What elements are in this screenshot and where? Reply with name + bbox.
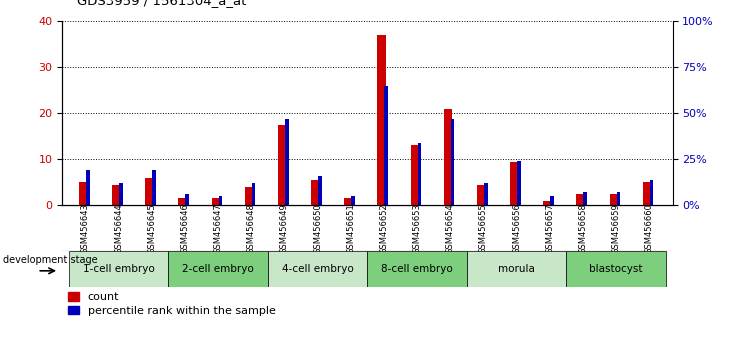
Bar bbox=[517, 161, 520, 205]
Bar bbox=[484, 183, 488, 205]
Bar bbox=[186, 194, 189, 205]
Bar bbox=[79, 182, 87, 205]
Text: GSM456652: GSM456652 bbox=[379, 203, 388, 254]
Text: 8-cell embryo: 8-cell embryo bbox=[381, 264, 453, 274]
Text: GSM456658: GSM456658 bbox=[578, 203, 588, 254]
Bar bbox=[385, 86, 388, 205]
Text: GSM456648: GSM456648 bbox=[247, 203, 256, 254]
Text: GSM456646: GSM456646 bbox=[181, 203, 189, 254]
Bar bbox=[444, 109, 452, 205]
Bar bbox=[451, 119, 455, 205]
Text: GSM456655: GSM456655 bbox=[479, 203, 488, 254]
Bar bbox=[550, 196, 554, 205]
Text: morula: morula bbox=[498, 264, 535, 274]
Text: GSM456644: GSM456644 bbox=[114, 203, 123, 254]
Text: GSM456653: GSM456653 bbox=[412, 203, 422, 254]
Bar bbox=[368, 251, 467, 287]
Bar bbox=[616, 193, 621, 205]
Bar bbox=[567, 251, 666, 287]
Bar bbox=[318, 176, 322, 205]
Text: GSM456647: GSM456647 bbox=[213, 203, 222, 254]
Legend: count, percentile rank within the sample: count, percentile rank within the sample bbox=[68, 292, 276, 316]
Bar bbox=[467, 251, 567, 287]
Bar bbox=[510, 161, 518, 205]
Text: GSM456659: GSM456659 bbox=[612, 203, 621, 254]
Text: 2-cell embryo: 2-cell embryo bbox=[182, 264, 254, 274]
Bar bbox=[417, 143, 421, 205]
Bar bbox=[610, 194, 618, 205]
Text: GSM456643: GSM456643 bbox=[81, 203, 90, 254]
Text: GSM456645: GSM456645 bbox=[147, 203, 156, 254]
Bar bbox=[86, 170, 89, 205]
Bar bbox=[268, 251, 368, 287]
Bar bbox=[219, 196, 222, 205]
Bar bbox=[411, 145, 419, 205]
Bar bbox=[643, 182, 651, 205]
Text: development stage: development stage bbox=[3, 255, 98, 265]
Bar bbox=[168, 251, 268, 287]
Text: GSM456656: GSM456656 bbox=[512, 203, 521, 254]
Bar bbox=[583, 193, 587, 205]
Bar bbox=[351, 196, 355, 205]
Bar bbox=[577, 194, 585, 205]
Text: GSM456650: GSM456650 bbox=[313, 203, 322, 254]
Bar bbox=[344, 198, 352, 205]
Bar bbox=[477, 185, 485, 205]
Bar bbox=[650, 179, 654, 205]
Text: 4-cell embryo: 4-cell embryo bbox=[281, 264, 354, 274]
Bar bbox=[145, 178, 154, 205]
Text: GSM456649: GSM456649 bbox=[280, 203, 289, 254]
Bar bbox=[245, 187, 253, 205]
Text: GSM456654: GSM456654 bbox=[446, 203, 455, 254]
Bar bbox=[152, 170, 156, 205]
Bar bbox=[543, 201, 552, 205]
Bar bbox=[377, 35, 386, 205]
Bar bbox=[211, 198, 220, 205]
Text: GSM456657: GSM456657 bbox=[545, 203, 554, 254]
Bar bbox=[311, 180, 319, 205]
Bar bbox=[178, 198, 186, 205]
Text: GSM456660: GSM456660 bbox=[645, 203, 654, 254]
Bar bbox=[119, 183, 123, 205]
Bar bbox=[251, 183, 255, 205]
Text: 1-cell embryo: 1-cell embryo bbox=[83, 264, 154, 274]
Bar bbox=[285, 119, 289, 205]
Text: GSM456651: GSM456651 bbox=[346, 203, 355, 254]
Bar bbox=[112, 185, 121, 205]
Bar bbox=[69, 251, 168, 287]
Text: GDS3959 / 1561304_a_at: GDS3959 / 1561304_a_at bbox=[77, 0, 246, 7]
Text: blastocyst: blastocyst bbox=[589, 264, 643, 274]
Bar bbox=[278, 125, 287, 205]
